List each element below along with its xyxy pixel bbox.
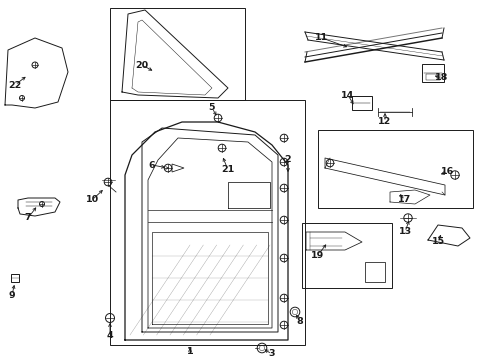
Text: 17: 17 [398,195,411,204]
Text: 8: 8 [296,318,303,327]
Bar [11,274,19,282]
Text: 7: 7 [24,213,31,222]
Text: 2: 2 [284,156,291,165]
Text: 18: 18 [434,73,448,82]
Bar [110,8,244,100]
Text: 13: 13 [398,228,411,237]
Bar [110,100,305,345]
Text: 16: 16 [441,167,454,176]
Text: 10: 10 [85,195,99,204]
Text: 9: 9 [9,291,15,300]
Text: 12: 12 [378,117,391,126]
Bar [302,223,391,288]
Text: 4: 4 [106,330,113,339]
Bar [317,130,472,208]
Bar [364,262,384,282]
Text: 22: 22 [8,81,21,90]
Text: 1: 1 [186,347,193,356]
Text: 21: 21 [221,166,234,175]
Text: 20: 20 [135,60,148,69]
Text: 3: 3 [268,350,275,359]
Bar [421,64,443,82]
Text: 11: 11 [315,33,328,42]
Text: 5: 5 [208,104,215,112]
Bar [351,96,371,110]
Text: 14: 14 [341,90,354,99]
Text: 6: 6 [148,161,155,170]
Text: 19: 19 [311,251,324,260]
Bar [425,74,439,80]
Text: 15: 15 [430,238,444,247]
